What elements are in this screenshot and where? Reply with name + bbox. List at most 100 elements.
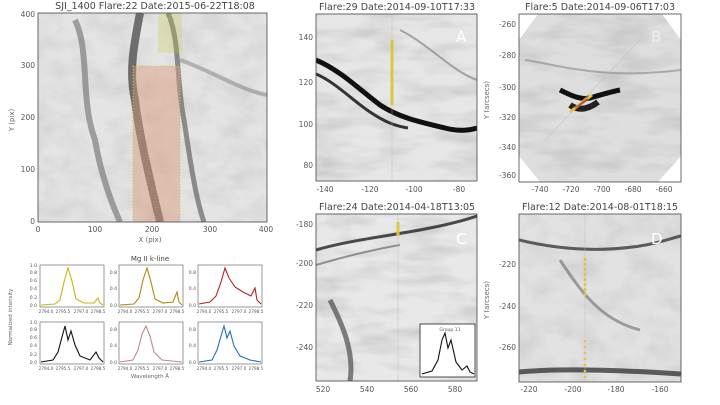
y-tick-label: 0.8 [189, 270, 196, 276]
spectrum-line [198, 266, 262, 305]
panel-d-title: Flare:12 Date:2014-08-01T18:15 [522, 202, 678, 213]
x-tick-label: 2798.5 [249, 366, 264, 371]
y-tick-label: -360 [499, 171, 516, 180]
x-tick-label: 2795.5 [214, 366, 229, 371]
x-tick-label: -220 [520, 385, 537, 394]
panel-b-letter: B [651, 28, 661, 46]
x-tick-label: 2795.5 [56, 309, 71, 314]
x-tick-label: 2794.0 [197, 366, 212, 371]
y-tick-label: -220 [499, 260, 516, 269]
spectrum-plot-5 [118, 321, 184, 365]
y-tick-label: -220 [296, 301, 313, 310]
x-tick-label: 2797.0 [74, 366, 89, 371]
y-tick-label: 0.6 [30, 278, 37, 284]
spectrum-plot-6 [197, 321, 263, 365]
y-tick-label: 0.8 [30, 270, 37, 276]
x-tick-label: -100 [405, 185, 422, 194]
x-tick-label: 100 [88, 225, 103, 234]
y-tick-label: 80 [303, 161, 313, 170]
spectra-y-label: Normalized intensity [8, 288, 14, 346]
x-tick-label: 2794.0 [118, 309, 133, 314]
x-tick-label: -160 [651, 385, 668, 394]
y-tick-label: 0.4 [30, 286, 37, 292]
y-tick-label: 0.0 [189, 360, 196, 366]
y-tick-label: -320 [499, 113, 516, 122]
spectrum-line [198, 323, 262, 363]
panel-a-title: Flare:29 Date:2014-09-10T17:33 [319, 2, 475, 13]
y-tick-label: 300 [21, 61, 36, 70]
spectrum-line [119, 266, 183, 306]
y-tick-label: 0.8 [110, 327, 117, 333]
y-tick-label: 200 [21, 113, 36, 122]
spectra-title: Mg II k-line [131, 255, 169, 263]
y-tick-label: 0.0 [30, 303, 37, 309]
x-tick-label: -740 [531, 185, 548, 194]
y-tick-label: -180 [296, 220, 313, 229]
y-tick-label: -260 [499, 20, 516, 29]
y-tick-label: 400 [21, 10, 36, 19]
panel-c-inset: Group 11 [419, 323, 476, 378]
x-tick-label: 0 [36, 225, 41, 234]
spectra-x-label: Wavelength Å [131, 373, 169, 380]
y-tick-label: 0.4 [110, 286, 117, 292]
x-tick-label: 2795.5 [135, 366, 150, 371]
y-tick-label: -200 [296, 259, 313, 268]
y-tick-label: -300 [499, 83, 516, 92]
y-tick-label: 0.0 [30, 360, 37, 366]
panel-a-image [316, 14, 477, 181]
spectra-y-ticks: 0.0 0.2 0.4 0.6 0.8 1.0 0.0 0.2 0.4 0.6 … [30, 263, 196, 366]
panel-d-image [519, 214, 681, 382]
sji-x-ticks: 0 100 200 300 400 [36, 225, 274, 234]
spectra-x-ticks: 2794.0 2795.5 2797.0 2798.5 2794.0 2795.… [39, 309, 264, 371]
sji-title: SJI_1400 Flare:22 Date:2015-06-22T18:08 [55, 1, 255, 12]
x-tick-label: 2797.0 [153, 366, 168, 371]
x-tick-label: 2797.0 [232, 366, 247, 371]
x-tick-label: 2794.0 [197, 309, 212, 314]
x-tick-label: -120 [361, 185, 378, 194]
x-tick-label: -80 [453, 185, 465, 194]
y-tick-label: 100 [299, 120, 314, 129]
x-tick-label: -180 [607, 385, 624, 394]
spectrum-plot-1 [39, 264, 105, 308]
x-tick-label: 2795.5 [135, 309, 150, 314]
panel-d-y-label: Y (arcsecs) [483, 281, 491, 321]
y-tick-label: 0.0 [110, 303, 117, 309]
y-tick-label: -260 [499, 343, 516, 352]
y-tick-label: 120 [299, 78, 314, 87]
y-tick-label: 0.6 [30, 335, 37, 341]
x-tick-label: 2798.5 [91, 309, 106, 314]
panel-b-image [519, 14, 681, 182]
y-tick-label: 1.0 [30, 263, 37, 269]
x-tick-label: 580 [448, 385, 463, 394]
spectrum-plot-3 [197, 264, 263, 308]
y-tick-label: 0.8 [110, 270, 117, 276]
y-tick-label: -240 [499, 302, 516, 311]
x-tick-label: 2797.0 [232, 309, 247, 314]
spectrum-line [119, 324, 183, 363]
spectrum-line [40, 325, 104, 363]
sji-image [38, 13, 267, 222]
x-tick-label: 2798.5 [170, 366, 185, 371]
y-tick-label: 0.4 [189, 343, 196, 349]
panel-d-letter: D [651, 230, 663, 248]
panel-b-title: Flare:5 Date:2014-09-06T17:03 [525, 2, 675, 13]
inset-spectrum-line [421, 331, 475, 375]
x-tick-label: -700 [593, 185, 610, 194]
sji-panel: SJI_1400 Flare:22 Date:2015-06-22T18:08 … [8, 1, 273, 244]
y-tick-label: 1.0 [30, 320, 37, 326]
sji-y-ticks: 0 100 200 300 400 [21, 10, 36, 226]
x-tick-label: 400 [259, 225, 274, 234]
x-tick-label: -660 [655, 185, 672, 194]
x-tick-label: 2797.0 [153, 309, 168, 314]
y-tick-label: 0.4 [189, 286, 196, 292]
x-tick-label: 2798.5 [91, 366, 106, 371]
panel-a: Flare:29 Date:2014-09-10T17:33 A -140 -1… [299, 2, 478, 194]
panel-b-y-label: Y (arcsecs) [483, 81, 491, 121]
y-tick-label: 0.4 [30, 343, 37, 349]
panel-b: Flare:5 Date:2014-09-06T17:03 B -740 -72… [483, 2, 682, 194]
sji-y-label: Y (pix) [8, 108, 16, 132]
x-tick-label: -720 [562, 185, 579, 194]
y-tick-label: 0.8 [189, 327, 196, 333]
x-tick-label: -680 [624, 185, 641, 194]
